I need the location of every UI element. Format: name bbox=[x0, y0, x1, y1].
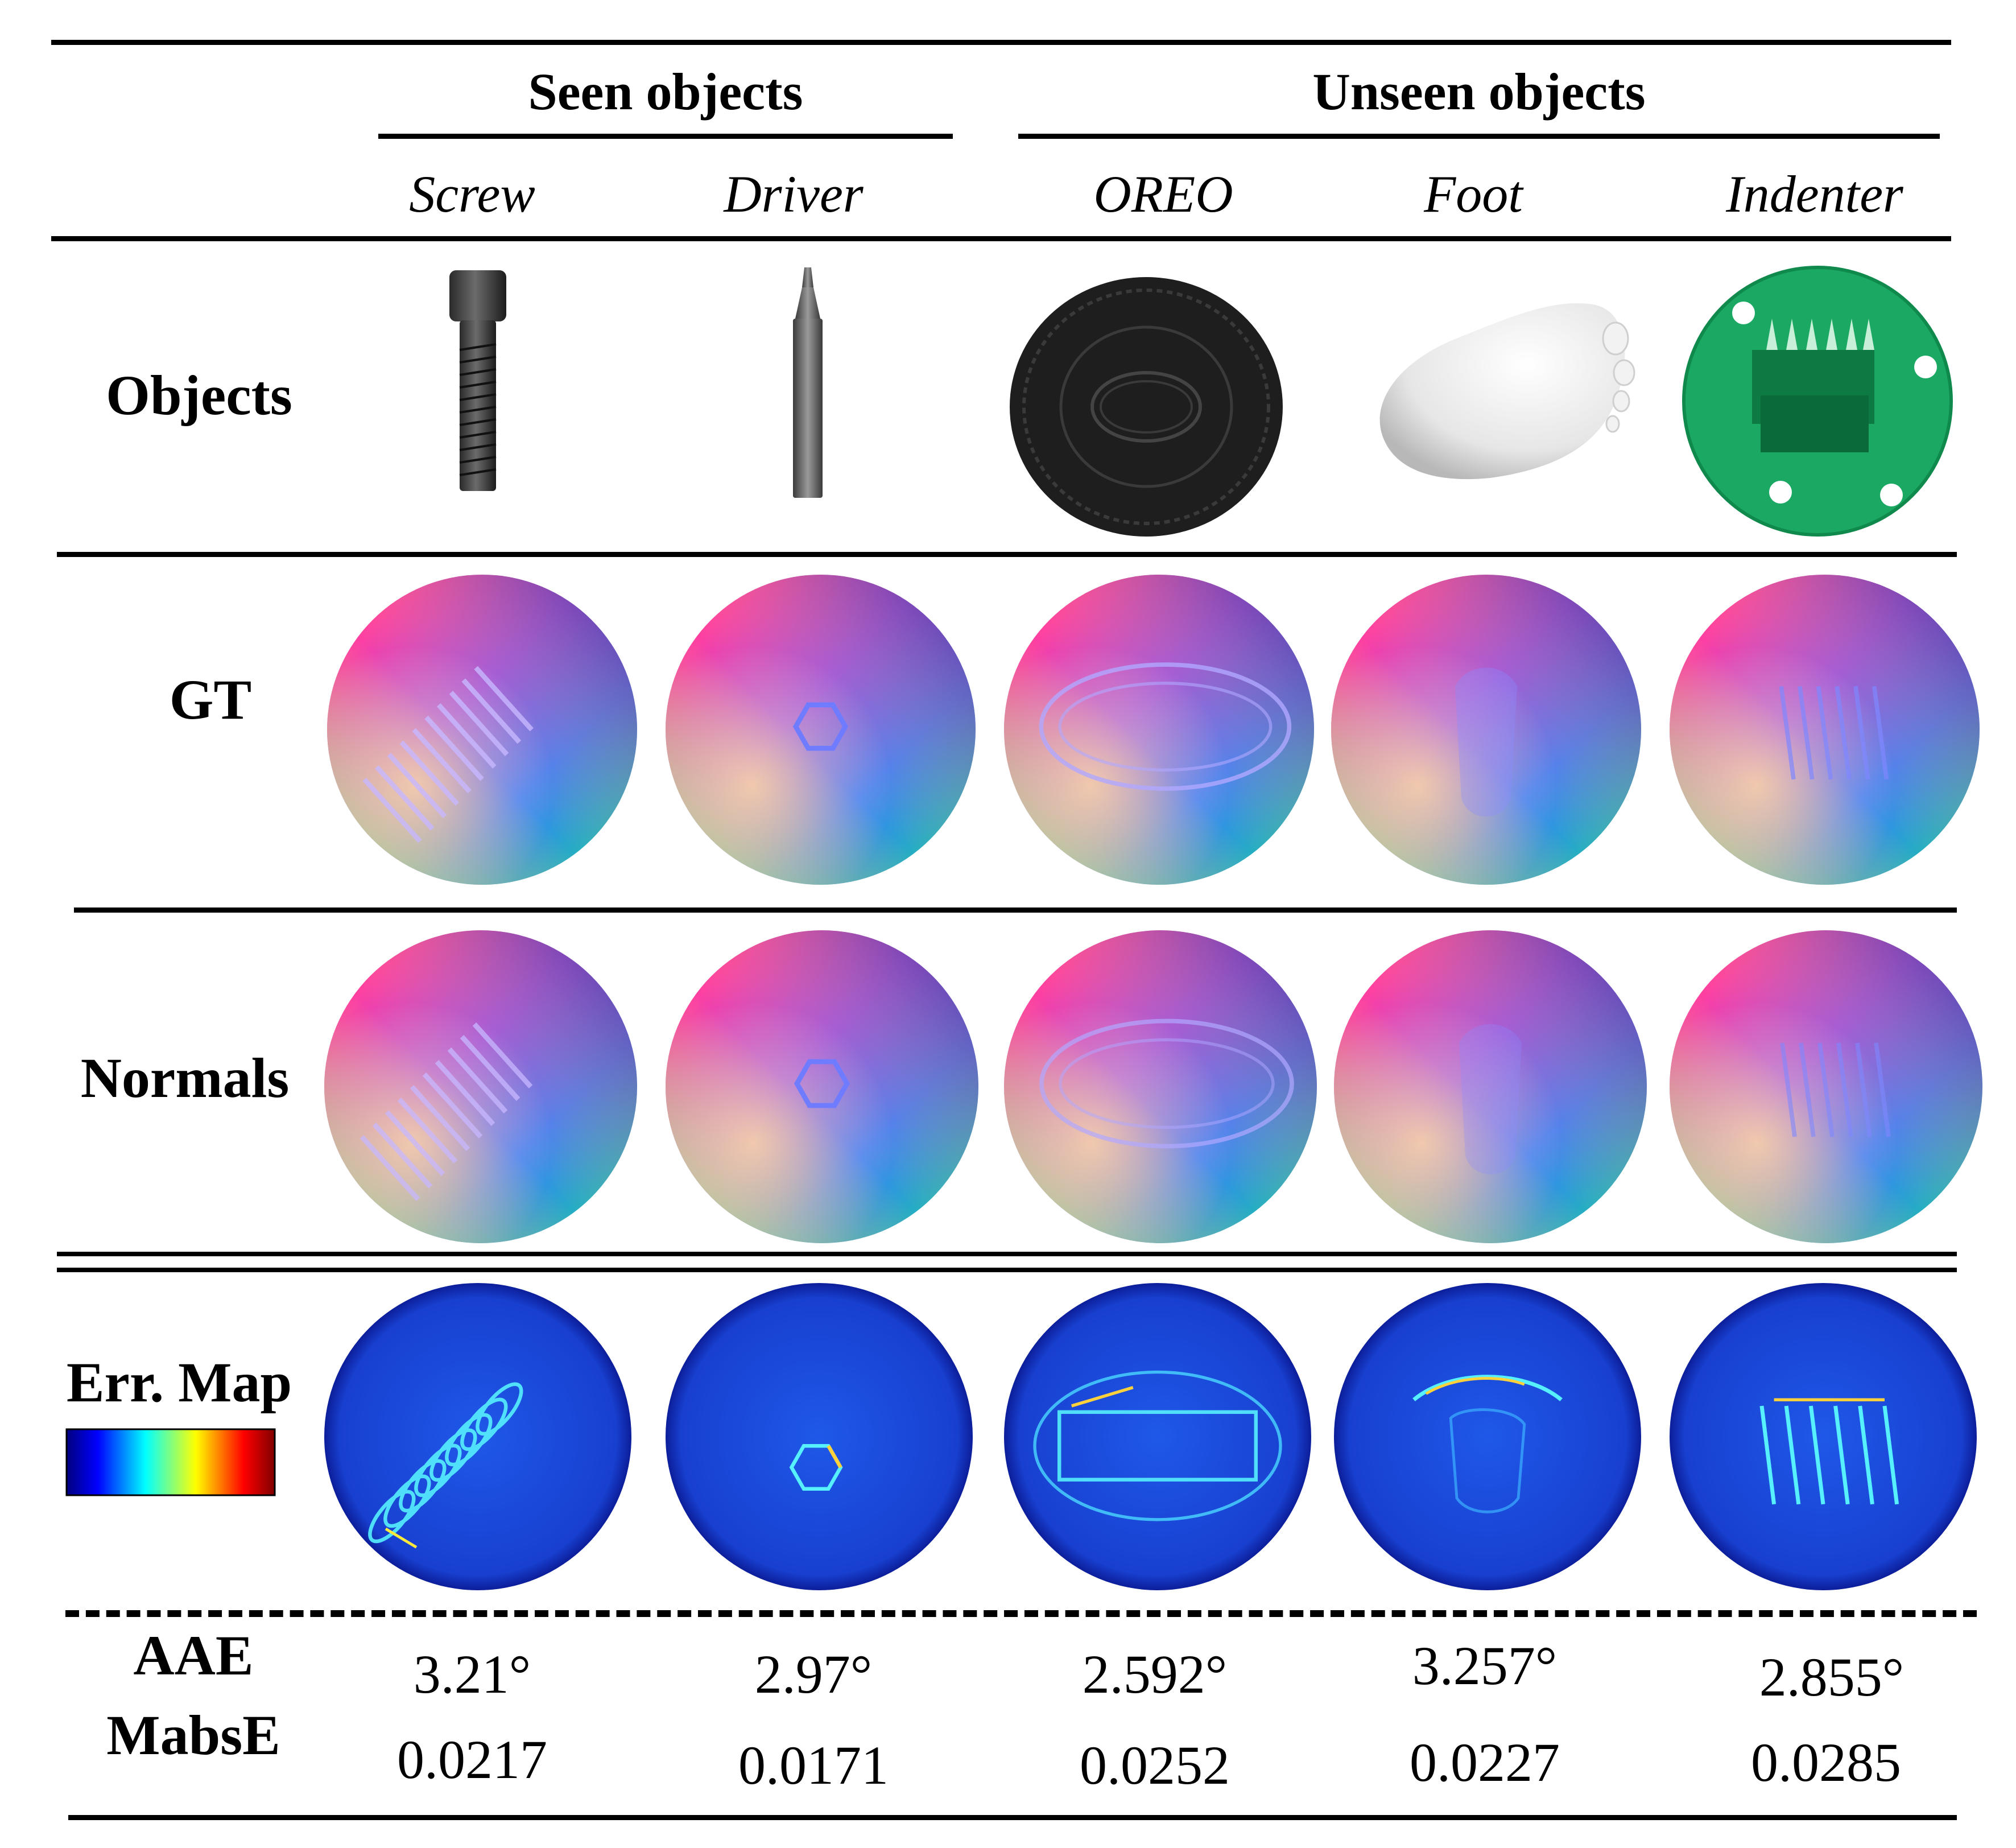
mabse-value-oreo: 0.0252 bbox=[1080, 1735, 1230, 1796]
aae-value-screw: 3.21° bbox=[413, 1644, 531, 1705]
metrics-dashed-rule bbox=[65, 1610, 1977, 1617]
mabse-value-foot: 0.0227 bbox=[1410, 1732, 1560, 1793]
gt-normal-map-indenter bbox=[1670, 575, 1980, 885]
mabse-value-driver: 0.0171 bbox=[738, 1735, 889, 1796]
mabse-value-indenter: 0.0285 bbox=[1751, 1732, 1901, 1793]
objects-bottom-rule bbox=[57, 552, 1957, 557]
error-map-foot bbox=[1334, 1283, 1641, 1590]
header-bottom-rule bbox=[51, 236, 1951, 241]
mabse-value-screw: 0.0217 bbox=[397, 1729, 547, 1790]
row-label-gt: GT bbox=[169, 668, 252, 731]
estimated-normal-map-driver bbox=[666, 930, 978, 1243]
error-map-indenter bbox=[1670, 1283, 1977, 1590]
gt-normal-map-foot bbox=[1331, 575, 1641, 885]
normals-double-rule-bottom bbox=[57, 1268, 1957, 1272]
gt-normal-map-screw bbox=[327, 575, 637, 885]
row-label-mabse: MabsE bbox=[106, 1703, 280, 1767]
normals-double-rule-top bbox=[57, 1252, 1957, 1256]
row-label-err-map: Err. Map bbox=[66, 1351, 292, 1414]
estimated-normal-map-indenter bbox=[1670, 930, 1982, 1243]
foot-photo-icon bbox=[1365, 287, 1638, 486]
aae-value-indenter: 2.855° bbox=[1759, 1647, 1905, 1707]
row-label-normals: Normals bbox=[80, 1046, 290, 1109]
aae-value-oreo: 2.592° bbox=[1082, 1644, 1228, 1705]
error-map-screw bbox=[324, 1283, 631, 1590]
error-map-driver bbox=[666, 1283, 973, 1590]
column-name-driver: Driver bbox=[724, 165, 864, 223]
estimated-normal-map-foot bbox=[1334, 930, 1647, 1243]
estimated-normal-map-oreo bbox=[1004, 930, 1317, 1243]
gt-bottom-rule bbox=[74, 908, 1957, 913]
seen-group-underline bbox=[378, 134, 953, 139]
group-header-unseen: Unseen objects bbox=[1312, 63, 1646, 121]
column-name-indenter: Indenter bbox=[1726, 165, 1903, 223]
estimated-normal-map-screw bbox=[324, 930, 637, 1243]
column-name-foot: Foot bbox=[1424, 165, 1523, 223]
aae-value-foot: 3.257° bbox=[1412, 1635, 1558, 1696]
row-label-objects: Objects bbox=[106, 364, 292, 427]
screw-photo-icon bbox=[444, 265, 512, 498]
driver-photo-icon bbox=[779, 265, 836, 504]
error-map-oreo bbox=[1004, 1283, 1311, 1590]
group-header-seen: Seen objects bbox=[528, 63, 803, 121]
aae-value-driver: 2.97° bbox=[754, 1644, 873, 1705]
top-rule bbox=[51, 40, 1951, 45]
gt-normal-map-oreo bbox=[1004, 575, 1314, 885]
oreo-photo-icon bbox=[1007, 273, 1286, 541]
indenter-photo-icon bbox=[1681, 265, 1954, 538]
column-name-oreo: OREO bbox=[1093, 165, 1233, 223]
gt-normal-map-driver bbox=[666, 575, 976, 885]
column-name-screw: Screw bbox=[409, 165, 535, 223]
row-label-aae: AAE bbox=[133, 1624, 254, 1687]
bottom-rule bbox=[68, 1815, 1957, 1820]
unseen-group-underline bbox=[1018, 134, 1940, 139]
error-colorbar bbox=[65, 1428, 276, 1496]
